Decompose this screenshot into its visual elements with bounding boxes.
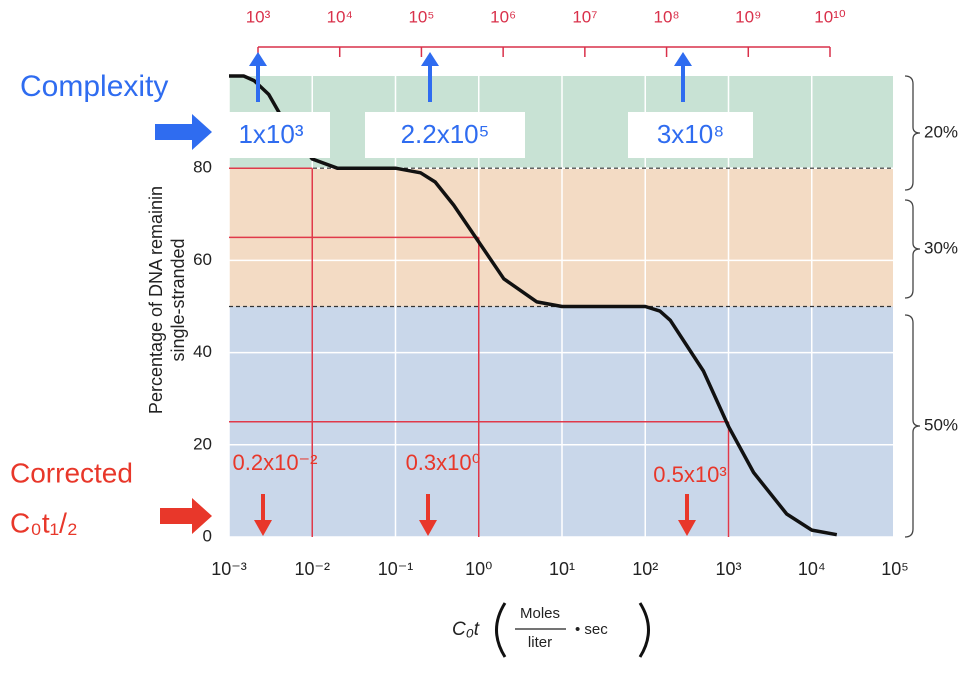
top-tick-label: 10³ <box>246 7 271 26</box>
paren <box>495 602 507 658</box>
bracket-label: 50% <box>924 415 958 434</box>
corrected-title: C₀t₁/₂ <box>10 507 78 538</box>
x-tick-label: 10⁴ <box>798 559 826 579</box>
corrected-value: 0.3x10⁰ <box>406 450 481 475</box>
complexity-title: Complexity <box>20 70 168 103</box>
y-tick-label: 60 <box>193 250 212 269</box>
top-tick-label: 10¹⁰ <box>814 7 846 26</box>
y-tick-label: 40 <box>193 342 212 361</box>
x-tick-label: 10⁻² <box>294 559 330 579</box>
top-tick-label: 10⁶ <box>490 7 516 26</box>
top-tick-label: 10⁴ <box>327 7 353 26</box>
label-box <box>628 112 753 158</box>
x-tick-label: 10² <box>632 559 658 579</box>
complexity-value: 2.2x10⁵ <box>401 119 490 149</box>
corrected-value: 0.2x10⁻² <box>233 450 318 475</box>
corrected-value: 0.5x10³ <box>653 462 726 487</box>
x-axis-label: • sec <box>575 621 608 638</box>
label-box <box>365 112 525 158</box>
y-tick-label: 0 <box>203 526 212 545</box>
x-tick-label: 10⁻³ <box>211 559 247 579</box>
x-axis-label: C₀t <box>452 619 480 640</box>
band <box>229 76 893 169</box>
arrow-head <box>674 52 692 66</box>
complexity-value: 3x10⁸ <box>657 119 724 149</box>
x-tick-label: 10³ <box>715 559 741 579</box>
top-tick-label: 10⁷ <box>572 7 597 26</box>
arrow-head <box>678 520 696 536</box>
paren <box>638 602 650 658</box>
bracket-label: 30% <box>924 238 958 257</box>
bracket-label: 20% <box>924 122 958 141</box>
complexity-value: 1x10³ <box>238 119 303 149</box>
arrow-head <box>249 52 267 66</box>
x-tick-label: 10⁻¹ <box>378 559 414 579</box>
top-tick-label: 10⁸ <box>654 7 680 26</box>
big-arrow <box>160 498 212 534</box>
top-tick-label: 10⁹ <box>735 7 761 26</box>
y-axis-label: single-stranded <box>168 238 188 361</box>
y-tick-label: 20 <box>193 434 212 453</box>
bracket <box>904 199 921 299</box>
x-axis-label: Moles <box>520 605 560 622</box>
x-tick-label: 10⁰ <box>465 559 492 579</box>
arrow-head <box>421 52 439 66</box>
arrow-head <box>254 520 272 536</box>
x-axis-label: liter <box>528 634 552 651</box>
y-axis-label: Percentage of DNA remainin <box>146 186 166 414</box>
arrow-head <box>419 520 437 536</box>
x-tick-label: 10¹ <box>549 559 575 579</box>
y-tick-label: 80 <box>193 158 212 177</box>
x-tick-label: 10⁵ <box>881 559 908 579</box>
bracket <box>904 314 921 538</box>
big-arrow <box>155 114 212 150</box>
corrected-title: Corrected <box>10 457 133 488</box>
bracket <box>904 75 921 191</box>
label-box <box>212 112 330 158</box>
top-tick-label: 10⁵ <box>408 7 434 26</box>
